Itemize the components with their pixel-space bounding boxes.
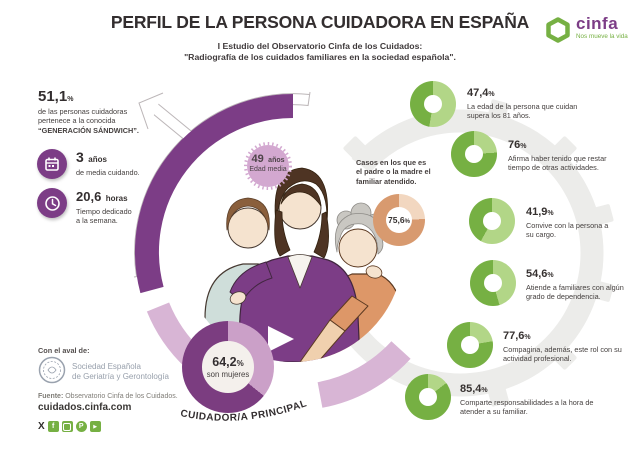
page-title: PERFIL DE LA PERSONA CUIDADORA EN ESPAÑA <box>110 12 530 32</box>
stat-row-age81: 47,4% La edad de la persona que cuidan s… <box>467 83 589 121</box>
source-text: Observatorio Cinfa de los Cuidados. <box>63 393 178 400</box>
social-icons: X f P ▶ <box>38 421 101 432</box>
stat-value: 3 <box>76 149 84 165</box>
stat-suffix: años <box>88 155 107 164</box>
donut-chart <box>451 131 497 177</box>
donut-chart-parent: 75,6% <box>373 194 425 246</box>
stat-desc-line3: “GENERACIÓN SÁNDWICH”. <box>38 125 139 135</box>
stat-row-dependency: 54,6% Atiende a familiares con algún gra… <box>526 264 638 302</box>
stat-caption: La edad de la persona que cuidan supera … <box>467 102 578 121</box>
stat-desc: de media cuidando. <box>76 168 140 177</box>
donut-chart <box>410 81 456 127</box>
age-suffix: años <box>268 157 285 164</box>
stat-caption: Comparte responsabilidades a la hora de … <box>460 398 594 417</box>
donut-chart-women: 64,2% son mujeres <box>182 321 274 413</box>
stat-row-shared: 85,4% Comparte responsabilidades a la ho… <box>460 379 618 417</box>
cinfa-hexagon-icon <box>546 17 570 43</box>
women-stat-label: son mujeres <box>206 370 250 379</box>
age-badge-text: 49 años Edad media <box>238 152 298 174</box>
aval-label: Con el aval de: <box>38 346 90 355</box>
age-label: Edad media <box>249 166 287 173</box>
society-seal-icon <box>38 356 66 384</box>
stat-desc-line2: a la semana. <box>76 216 118 226</box>
instagram-icon[interactable] <box>61 421 73 432</box>
pinterest-icon[interactable]: P <box>75 421 87 432</box>
donut-chart <box>469 198 515 244</box>
source-line: Fuente: Observatorio Cinfa de los Cuidad… <box>38 393 178 400</box>
stat-desc-line1: de las personas cuidadoras <box>38 107 128 116</box>
stat-weekly-hours: 20,6 horas Tiempo dedicado a la semana. <box>76 188 171 226</box>
facebook-icon[interactable]: f <box>47 421 59 432</box>
ring-label-curve: CUIDADOR/A PRINCIPAL <box>179 398 308 424</box>
parent-stat-caption: Casos en los que es el padre o la madre … <box>356 158 431 186</box>
ring-label: CUIDADOR/A PRINCIPAL <box>179 398 308 424</box>
stat-generacion-sandwich: 51,1% de las personas cuidadoras pertene… <box>38 88 168 135</box>
family-illustration <box>183 142 403 362</box>
stat-row-cohabit: 41,9% Convive con la persona a su cargo. <box>526 206 609 240</box>
stat-caption: Compagina, además, este rol con su activ… <box>503 345 622 364</box>
stat-desc-line1: Tiempo dedicado <box>76 207 132 216</box>
page-subtitle: I Estudio del Observatorio Cinfa de los … <box>0 41 640 62</box>
stat-caption: Atiende a familiares con algún grado de … <box>526 283 624 302</box>
stat-years-caring: 3 años de media cuidando. <box>76 149 166 177</box>
clock-icon <box>37 188 67 218</box>
youtube-icon[interactable]: ▶ <box>89 421 101 432</box>
stat-value: 51,1 <box>38 88 68 105</box>
calendar-icon <box>37 149 67 179</box>
donut-chart <box>470 260 516 306</box>
donut-pointer <box>268 326 294 352</box>
donut-chart <box>405 374 451 420</box>
donut-chart <box>447 322 493 368</box>
stat-desc-line2: pertenece a la conocida <box>38 116 116 126</box>
cinfa-tagline: Nos mueve la vida <box>576 33 628 40</box>
cinfa-logo: cinfa Nos mueve la vida <box>545 14 628 44</box>
svg-text:CUIDADOR/A PRINCIPAL: CUIDADOR/A PRINCIPAL <box>179 398 308 424</box>
x-icon[interactable]: X <box>38 421 45 432</box>
cinfa-logo-text: cinfa <box>576 14 619 33</box>
society-name: Sociedad Española de Geriatría y Geronto… <box>72 362 169 381</box>
source-label: Fuente: <box>38 393 64 400</box>
stat-caption: Afirma haber tenido que restar tiempo de… <box>508 154 607 173</box>
stat-suffix: % <box>67 96 74 103</box>
website-link[interactable]: cuidados.cinfa.com <box>38 402 132 413</box>
women-stat-value: 64,2% <box>212 355 244 369</box>
age-value: 49 <box>251 153 264 165</box>
stat-value: 20,6 <box>76 189 102 204</box>
stat-row-less-time: 76% Afirma haber tenido que restar tiemp… <box>508 135 630 173</box>
stat-suffix: horas <box>105 194 128 203</box>
stat-row-work: 77,6% Compagina, además, este rol con su… <box>503 326 625 364</box>
age-badge <box>244 142 292 190</box>
subtitle-line1: I Estudio del Observatorio Cinfa de los … <box>217 41 423 51</box>
parent-stat-value: 75,6% <box>388 215 410 225</box>
stat-caption: Convive con la persona a su cargo. <box>526 221 609 240</box>
subtitle-line2: "Radiografía de los cuidados familiares … <box>184 51 456 62</box>
